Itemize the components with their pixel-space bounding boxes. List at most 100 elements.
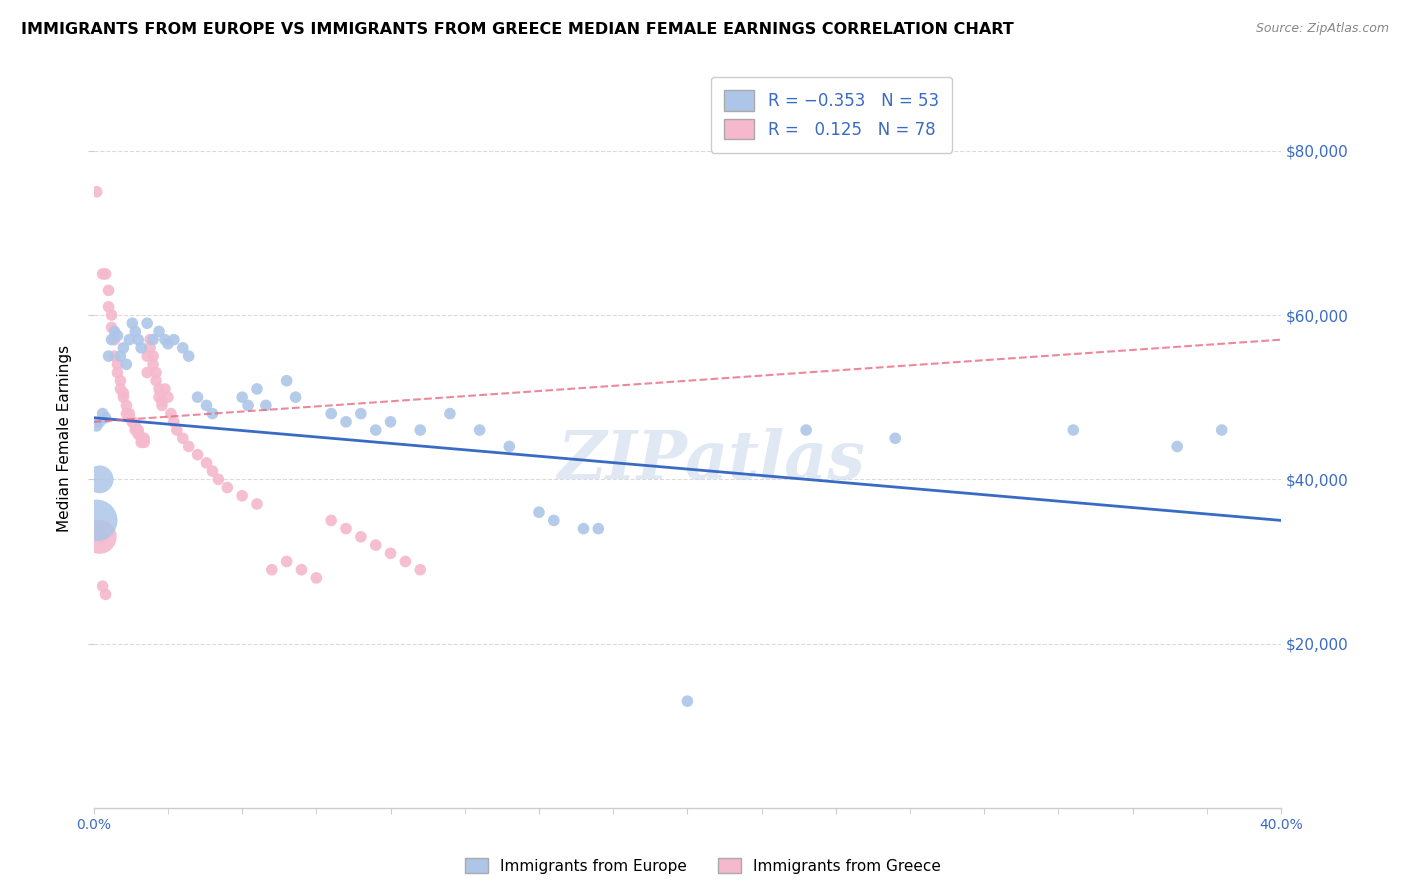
Point — [89, 472, 111, 486]
Point — [195, 456, 218, 470]
Point — [110, 382, 132, 396]
Point — [136, 316, 159, 330]
Point — [134, 435, 156, 450]
Point — [153, 333, 176, 347]
Point — [231, 390, 253, 404]
Point — [112, 386, 135, 401]
Point — [364, 538, 387, 552]
Point — [260, 563, 283, 577]
Point — [166, 423, 188, 437]
Point — [148, 390, 170, 404]
Point — [97, 300, 120, 314]
Point — [156, 336, 179, 351]
Point — [439, 407, 461, 421]
Text: ZIPatlas: ZIPatlas — [557, 428, 865, 493]
Point — [290, 563, 312, 577]
Point — [94, 410, 117, 425]
Point — [107, 366, 129, 380]
Point — [107, 357, 129, 371]
Y-axis label: Median Female Earnings: Median Female Earnings — [58, 344, 72, 532]
Point — [187, 390, 209, 404]
Point — [350, 407, 373, 421]
Point — [91, 579, 114, 593]
Point — [94, 267, 117, 281]
Point — [201, 464, 224, 478]
Point — [136, 366, 159, 380]
Point — [86, 513, 108, 527]
Point — [127, 427, 149, 442]
Point — [121, 316, 143, 330]
Point — [321, 513, 343, 527]
Point — [794, 423, 817, 437]
Point — [100, 333, 122, 347]
Point — [150, 398, 173, 412]
Point — [139, 341, 162, 355]
Point — [498, 440, 520, 454]
Point — [160, 407, 183, 421]
Point — [118, 407, 141, 421]
Point — [207, 472, 229, 486]
Point — [142, 333, 165, 347]
Point — [91, 267, 114, 281]
Point — [112, 390, 135, 404]
Point — [246, 497, 269, 511]
Point — [107, 328, 129, 343]
Point — [97, 349, 120, 363]
Point — [236, 398, 259, 412]
Point — [156, 390, 179, 404]
Point — [884, 431, 907, 445]
Point — [335, 415, 357, 429]
Point — [1211, 423, 1233, 437]
Point — [572, 522, 595, 536]
Point — [201, 407, 224, 421]
Point — [134, 431, 156, 445]
Point — [335, 522, 357, 536]
Point — [127, 333, 149, 347]
Point — [527, 505, 550, 519]
Point — [100, 320, 122, 334]
Point — [112, 341, 135, 355]
Point — [380, 415, 402, 429]
Point — [187, 448, 209, 462]
Point — [276, 374, 298, 388]
Point — [124, 418, 146, 433]
Point — [129, 431, 152, 445]
Point — [110, 374, 132, 388]
Point — [254, 398, 277, 412]
Point — [110, 349, 132, 363]
Point — [142, 357, 165, 371]
Point — [91, 407, 114, 421]
Point — [172, 431, 194, 445]
Point — [115, 407, 138, 421]
Point — [100, 308, 122, 322]
Point — [305, 571, 328, 585]
Point — [129, 435, 152, 450]
Point — [89, 530, 111, 544]
Point — [115, 357, 138, 371]
Point — [409, 563, 432, 577]
Point — [139, 333, 162, 347]
Point — [118, 410, 141, 425]
Point — [163, 415, 186, 429]
Point — [150, 394, 173, 409]
Point — [91, 530, 114, 544]
Point — [350, 530, 373, 544]
Point — [588, 522, 610, 536]
Point — [276, 554, 298, 568]
Point — [468, 423, 491, 437]
Point — [97, 284, 120, 298]
Point — [148, 325, 170, 339]
Point — [321, 407, 343, 421]
Point — [86, 185, 108, 199]
Point — [364, 423, 387, 437]
Point — [172, 341, 194, 355]
Point — [121, 415, 143, 429]
Point — [543, 513, 565, 527]
Point — [153, 382, 176, 396]
Legend: R = −0.353   N = 53, R =   0.125   N = 78: R = −0.353 N = 53, R = 0.125 N = 78 — [711, 77, 952, 153]
Point — [409, 423, 432, 437]
Point — [177, 440, 200, 454]
Point — [195, 398, 218, 412]
Point — [231, 489, 253, 503]
Point — [94, 587, 117, 601]
